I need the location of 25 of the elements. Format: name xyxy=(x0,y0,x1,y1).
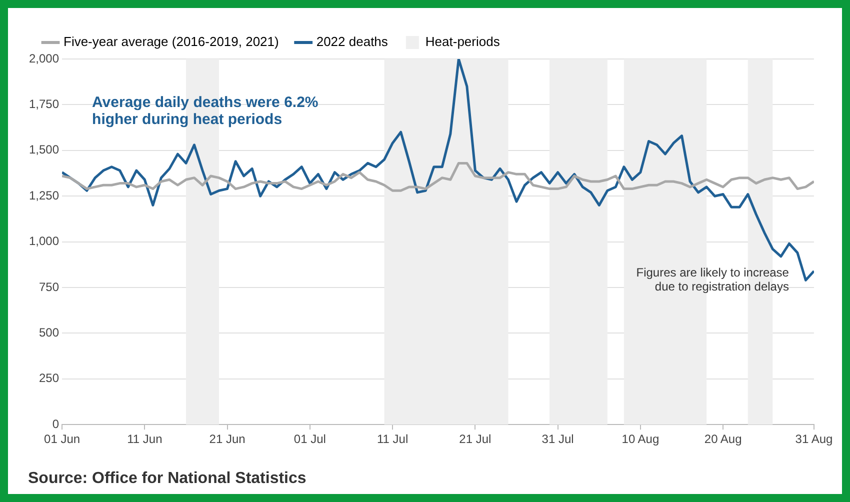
source-note: Source: Office for National Statistics xyxy=(28,470,306,488)
y-tick-label: 1,000 xyxy=(29,234,60,248)
x-tick-label: 01 Jun xyxy=(44,432,80,446)
x-tick-label: 21 Jul xyxy=(459,432,492,446)
legend-label: Heat-periods xyxy=(425,34,500,50)
x-tick-label: 20 Aug xyxy=(704,432,742,446)
y-tick-label: 1,500 xyxy=(29,142,60,157)
y-tick-label: 750 xyxy=(39,280,60,294)
y-tick-label: 1,750 xyxy=(29,97,60,112)
y-tick-label: 2,000 xyxy=(29,51,60,66)
x-tick-label: 11 Jun xyxy=(127,432,162,446)
x-tick-label: 11 Jul xyxy=(376,432,408,446)
y-tick-label: 250 xyxy=(39,371,60,386)
legend-label: 2022 deaths xyxy=(316,34,388,50)
x-tick-label: 01 Jul xyxy=(294,432,326,446)
legend-label: Five-year average (2016-2019, 2021) xyxy=(64,34,279,50)
y-tick-label: 500 xyxy=(39,326,60,340)
y-tick-label: 0 xyxy=(52,416,60,431)
x-tick-label: 21 Jun xyxy=(209,432,246,446)
x-tick-label: 31 Jul xyxy=(542,432,574,446)
y-tick-label: 1,250 xyxy=(29,188,60,202)
x-tick-label: 10 Aug xyxy=(622,432,660,446)
annotation: Figures are likely to increase due to registration delays xyxy=(636,266,790,294)
x-tick-label: 31 Aug xyxy=(795,432,833,446)
annotation: Average daily deaths were 6.2% higher during heat periods xyxy=(92,94,318,128)
